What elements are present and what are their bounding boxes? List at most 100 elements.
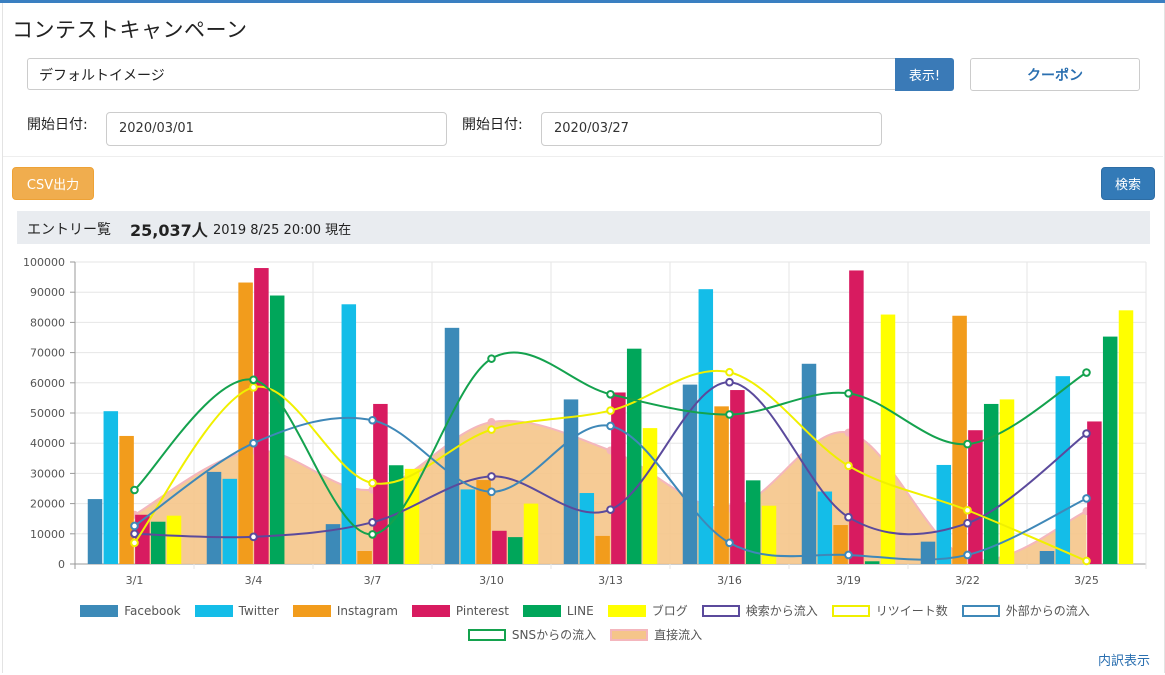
image-select[interactable]: デフォルトイメージ [27,58,895,90]
line-point [487,487,496,497]
legend-item[interactable]: 外部からの流入 [961,600,1090,622]
bar-Facebook [1039,551,1055,564]
coupon-button[interactable]: クーポン [970,58,1140,91]
bar-ブログ [1118,310,1134,564]
legend-item[interactable]: Facebook [80,600,181,622]
line-point [963,439,972,449]
search-button[interactable]: 検索 [1101,167,1155,200]
line-point [368,478,377,488]
bar-ブログ [404,468,420,564]
bar-ブログ [642,428,658,564]
line-point [249,383,258,392]
y-tick-label: 100000 [23,256,65,269]
top-accent-bar [0,0,1165,3]
bar-Twitter [579,493,595,564]
start-date-input[interactable]: 2020/03/01 [106,112,447,146]
detail-link[interactable]: 内訳表示 [1097,654,1150,669]
end-date-label: 開始日付: [462,117,523,133]
show-button[interactable]: 表示! [895,58,954,91]
legend-item[interactable]: 検索から流入 [701,600,818,622]
bar-LINE [1102,336,1118,564]
bar-Pinterest [730,390,745,564]
legend-item[interactable]: Pinterest [411,600,509,622]
bar-Pinterest [968,430,983,564]
bar-ブログ [523,503,539,564]
legend-label: Pinterest [455,604,509,618]
traffic-chart: 0 10000 20000 30000 40000 50000 60000 70000 8000… [23,256,1147,587]
bar-LINE [269,295,285,564]
legend-swatch [292,605,331,617]
bar-Facebook [801,363,817,564]
series-line-SNSからの流入 [133,351,1088,536]
legend-item[interactable]: ブログ [607,600,688,622]
line-point [725,410,734,419]
bar-ブログ [999,399,1015,564]
line-point [606,389,615,399]
y-tick-label: 30000 [30,467,65,480]
y-tick-label: 60000 [30,377,65,390]
line-point [1082,368,1091,377]
x-tick-label: 3/19 [836,574,861,587]
bar-Facebook [87,499,103,564]
bar-Twitter [222,478,238,564]
bar-Twitter [1055,376,1071,564]
legend-label: Instagram [336,604,398,618]
legend-label: リツイート数 [875,604,948,618]
end-date-input[interactable]: 2020/03/27 [541,112,882,146]
bar-Facebook [444,327,460,564]
bar-Facebook [920,541,936,564]
line-point [487,472,496,481]
line-point [844,512,853,522]
line-point [368,518,377,527]
line-point [249,438,258,448]
line-point [130,485,139,495]
legend-item[interactable]: Twitter [194,600,279,622]
bar-Instagram [595,535,610,564]
bar-Twitter [103,411,119,564]
bar-Facebook [206,471,222,564]
bar-Twitter [341,304,357,564]
legend-swatch [411,605,450,617]
legend-swatch [961,605,1000,617]
legend-item[interactable]: LINE [522,600,594,622]
area-point [487,418,496,427]
legend-item[interactable]: Instagram [292,600,398,622]
bar-LINE [150,521,166,564]
line-point [606,406,615,415]
line-point [844,389,853,398]
line-point [963,518,972,528]
line-point [1082,556,1091,566]
csv-export-button[interactable]: CSV出力 [12,167,94,200]
page-title: コンテストキャンペーン [12,18,248,42]
bar-Twitter [698,289,714,564]
bar-LINE [864,561,880,564]
line-point [725,538,734,548]
line-point [844,461,853,471]
legend-item[interactable]: 直接流入 [610,624,702,646]
legend-item[interactable]: リツイート数 [831,600,948,622]
legend-swatch [610,629,649,641]
divider [3,156,1163,157]
legend-item[interactable]: SNSからの流入 [467,624,596,646]
legend-label: Twitter [238,604,279,618]
legend-swatch [607,605,646,617]
bar-Facebook [563,399,579,564]
chart-legend: Facebook Twitter Instagram Pinterest LINE ブログ… [40,600,1130,648]
entry-summary-bar: エントリー覧 25,037人 2019 8/25 20:00 現在 [17,211,1150,244]
x-tick-label: 3/25 [1074,574,1099,587]
x-tick-label: 3/13 [598,574,623,587]
bar-LINE [745,480,761,564]
line-point [844,550,853,560]
x-tick-label: 3/22 [955,574,980,587]
line-point [1082,429,1091,438]
line-point [725,377,734,387]
bar-ブログ [166,515,182,564]
bar-LINE [507,537,523,564]
bar-Twitter [936,464,952,564]
bar-ブログ [880,314,896,564]
line-point [606,421,615,431]
legend-label: LINE [566,604,594,618]
legend-label: 検索から流入 [745,604,818,618]
y-tick-label: 50000 [30,407,65,420]
line-point [130,538,139,548]
